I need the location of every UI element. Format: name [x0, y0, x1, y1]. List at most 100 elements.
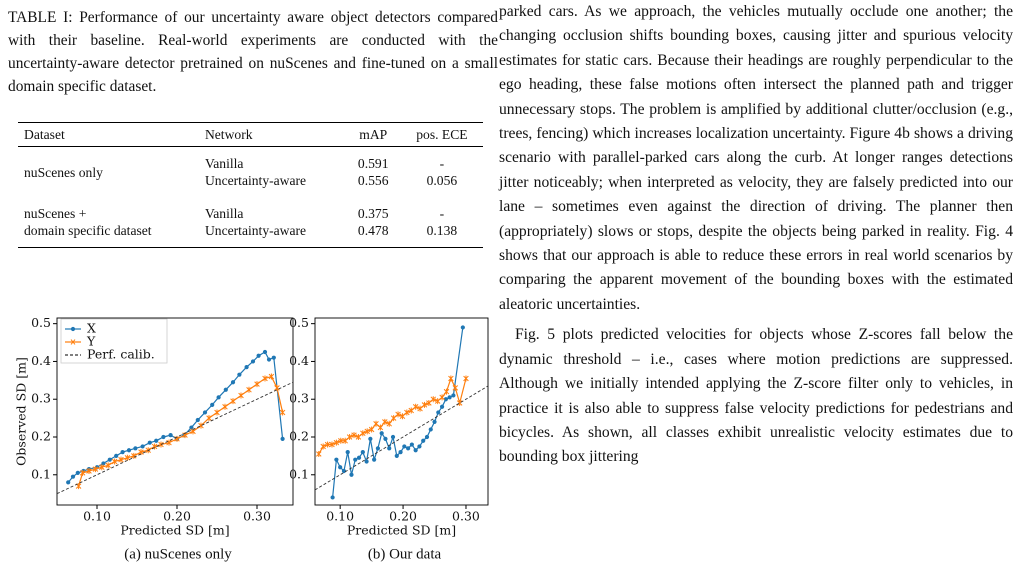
paragraph: Fig. 5 plots predicted velocities for ob…: [499, 326, 1013, 466]
cell-value: Uncertainty-aware: [204, 173, 307, 188]
data-point: [386, 420, 392, 427]
cell-value: 0.556: [357, 173, 389, 188]
data-point: [198, 422, 204, 429]
data-point: [238, 392, 244, 399]
data-point: [360, 450, 365, 455]
cell-value: 0.375: [357, 206, 389, 221]
cell-value: 0.478: [357, 223, 389, 238]
cell-value: Uncertainty-aware: [204, 223, 307, 238]
data-point: [372, 457, 377, 462]
data-point: [105, 462, 111, 469]
y-tick-label: 0.5: [289, 315, 309, 330]
data-point: [394, 453, 399, 458]
data-point: [195, 417, 200, 423]
data-point: [341, 468, 347, 474]
data-point: [373, 420, 379, 427]
data-point: [460, 325, 465, 330]
data-point: [120, 450, 125, 455]
data-point: [230, 398, 236, 405]
data-point: [452, 384, 459, 391]
data-point: [66, 480, 71, 485]
data-point: [189, 425, 194, 430]
data-point: [118, 456, 124, 463]
data-point: [364, 459, 369, 464]
data-point: [262, 375, 268, 382]
data-point: [154, 438, 159, 443]
data-point: [206, 415, 212, 422]
y-tick-label: 0.3: [31, 391, 51, 406]
data-point: [256, 353, 261, 358]
data-point: [402, 444, 407, 449]
data-point: [351, 432, 357, 439]
paragraph: parked cars. As we approach, the vehicle…: [499, 3, 1013, 313]
data-point: [214, 409, 220, 416]
y-tick-label: 0.2: [31, 429, 51, 444]
data-point: [439, 404, 445, 409]
data-point: [443, 397, 448, 402]
y-tick-label: 0.1: [289, 466, 309, 481]
dataset-line: nuScenes only: [24, 164, 103, 180]
data-point: [463, 375, 469, 382]
data-point: [271, 355, 276, 360]
data-point: [329, 441, 335, 448]
dataset-cell: nuScenes + domain specific dataset: [18, 197, 199, 248]
data-point: [316, 451, 322, 457]
data-point: [202, 410, 208, 415]
data-point: [222, 403, 228, 410]
data-point: [338, 437, 344, 444]
data-point: [355, 434, 362, 440]
dataset-cell: nuScenes only: [18, 147, 199, 198]
series-line: [57, 381, 293, 495]
data-point: [101, 461, 106, 466]
series-line: [315, 385, 488, 491]
data-point: [409, 442, 414, 447]
ece-cell: - 0.056: [401, 147, 483, 198]
data-point: [230, 380, 236, 385]
data-point: [447, 395, 452, 400]
data-point: [334, 457, 339, 462]
data-point: [320, 443, 326, 450]
data-point: [360, 430, 366, 437]
data-point: [266, 357, 272, 362]
data-point: [390, 434, 396, 440]
data-point: [451, 393, 456, 398]
data-point: [237, 372, 242, 377]
legend-marker: [70, 326, 76, 332]
legend-label: X: [87, 321, 96, 336]
data-point: [99, 464, 105, 471]
cell-value: 0.591: [357, 156, 389, 171]
map-cell: 0.591 0.556: [346, 147, 401, 198]
y-tick-label: 0.2: [289, 429, 309, 444]
data-point: [244, 365, 249, 370]
data-point: [387, 446, 392, 451]
dataset-line: domain specific dataset: [24, 223, 152, 238]
data-point: [124, 454, 131, 461]
ece-cell: - 0.138: [401, 197, 483, 248]
data-point: [223, 387, 228, 392]
data-point: [262, 349, 268, 355]
data-point: [368, 426, 375, 433]
data-point: [280, 436, 285, 441]
network-cell: Vanilla Uncertainty-aware: [199, 147, 346, 198]
data-point: [426, 400, 432, 406]
network-cell: Vanilla Uncertainty-aware: [199, 197, 346, 248]
x-axis-label: Predicted SD [m]: [347, 523, 456, 538]
column-header: Dataset: [24, 127, 65, 142]
data-point: [349, 472, 354, 477]
data-point: [412, 403, 419, 410]
subfigure-caption: (b) Our data: [368, 546, 442, 562]
y-tick-label: 0.3: [289, 391, 309, 406]
plot-frame: [314, 317, 489, 506]
data-point: [268, 373, 275, 380]
data-point: [434, 398, 441, 405]
data-point: [368, 436, 373, 441]
data-point: [417, 444, 422, 449]
legend-label: Y: [86, 334, 96, 349]
body-text: parked cars. As we approach, the vehicle…: [499, 0, 1013, 476]
data-point: [421, 438, 426, 443]
x-axis-label: Predicted SD [m]: [120, 523, 229, 538]
data-point: [436, 410, 441, 415]
column-header: pos. ECE: [416, 127, 468, 142]
data-point: [342, 437, 348, 444]
